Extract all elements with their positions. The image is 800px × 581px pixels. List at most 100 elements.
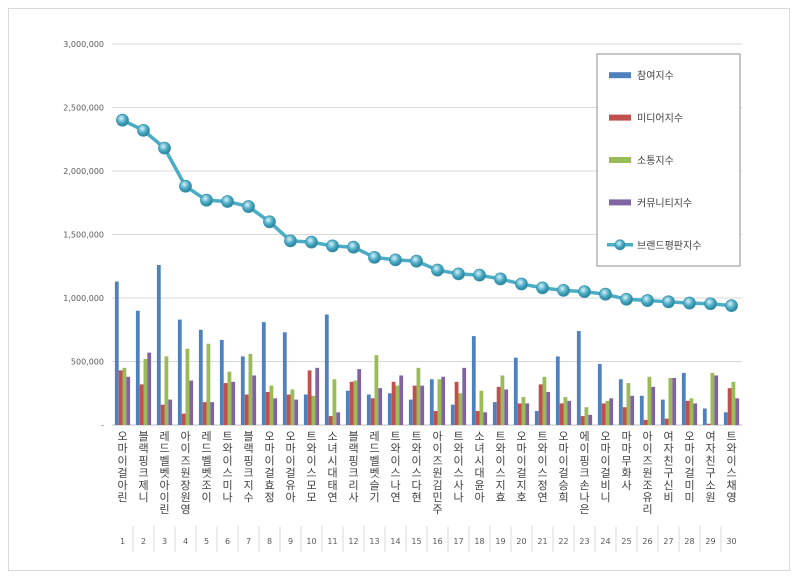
bar xyxy=(273,398,278,425)
bar xyxy=(706,423,711,425)
x-rank-label: 19 xyxy=(495,537,505,546)
bar xyxy=(429,379,434,425)
y-tick-label: 2,500,000 xyxy=(63,104,104,113)
gridlines xyxy=(112,43,742,426)
bar xyxy=(269,385,274,425)
bar xyxy=(525,403,530,425)
bar xyxy=(378,388,383,425)
bar xyxy=(567,400,572,425)
bar xyxy=(324,314,329,425)
bar xyxy=(139,384,144,425)
bar xyxy=(521,397,526,425)
legend-label: 커뮤니티지수 xyxy=(637,197,692,209)
line-point xyxy=(452,267,465,281)
bar xyxy=(164,356,169,425)
bar xyxy=(265,391,270,425)
bar xyxy=(185,348,190,425)
bar xyxy=(496,386,501,425)
bar xyxy=(647,376,652,425)
bar xyxy=(437,379,442,425)
bar xyxy=(689,398,694,425)
legend-label: 참여지수 xyxy=(637,70,674,82)
bar xyxy=(441,376,446,425)
bar xyxy=(664,418,669,425)
x-rank-label: 21 xyxy=(537,537,547,546)
bar xyxy=(240,356,245,425)
bar xyxy=(181,413,186,425)
bar xyxy=(685,400,690,425)
x-rank-label: 18 xyxy=(474,537,484,546)
bar xyxy=(143,358,148,425)
line-point xyxy=(284,234,297,248)
bar xyxy=(202,402,207,425)
bar xyxy=(584,407,589,425)
bar xyxy=(735,398,740,425)
bar xyxy=(622,407,627,425)
bar xyxy=(517,403,522,425)
bar xyxy=(345,390,350,425)
x-rank-label: 15 xyxy=(411,537,421,546)
bar xyxy=(336,412,341,425)
bar xyxy=(601,403,606,425)
bar xyxy=(588,414,593,425)
x-rank-label: 5 xyxy=(204,537,209,546)
bar xyxy=(147,352,152,425)
bar xyxy=(513,357,518,425)
bar-series xyxy=(114,264,740,425)
bar xyxy=(118,370,123,425)
x-rank-label: 27 xyxy=(663,537,673,546)
line-point xyxy=(242,200,255,213)
x-rank-label: 26 xyxy=(642,537,652,546)
y-axis: - 500,000 1,000,000 1,500,000 2,000,000 2,500… xyxy=(63,40,104,430)
bar xyxy=(458,393,463,425)
bar xyxy=(286,394,291,425)
bar xyxy=(483,412,488,425)
bar xyxy=(416,367,421,425)
x-rank-label: 11 xyxy=(327,537,337,546)
line-point xyxy=(179,179,192,193)
bar xyxy=(315,367,320,425)
x-rank-label: 17 xyxy=(453,537,463,546)
line-point xyxy=(536,281,549,295)
bar xyxy=(135,310,140,425)
bar xyxy=(433,411,438,425)
bar xyxy=(231,381,236,425)
bar xyxy=(450,404,455,425)
line-point xyxy=(116,113,129,127)
x-rank-label: 13 xyxy=(369,537,379,546)
bar xyxy=(206,343,211,425)
legend-label: 브랜드평판지수 xyxy=(637,240,701,252)
legend-swatch xyxy=(609,114,631,121)
bar xyxy=(219,339,224,425)
bar xyxy=(370,398,375,425)
bar xyxy=(500,375,505,425)
bar xyxy=(261,322,266,425)
bar xyxy=(630,395,635,425)
legend-marker xyxy=(614,239,626,251)
bar xyxy=(420,385,425,425)
bar xyxy=(290,389,295,425)
bar xyxy=(626,383,631,425)
line-point xyxy=(641,294,654,307)
y-tick-label: - xyxy=(101,421,104,430)
brand-index-line xyxy=(116,113,738,313)
bar xyxy=(471,336,476,425)
line-point xyxy=(347,240,360,254)
bar xyxy=(563,397,568,425)
x-rank-label: 4 xyxy=(183,537,188,546)
